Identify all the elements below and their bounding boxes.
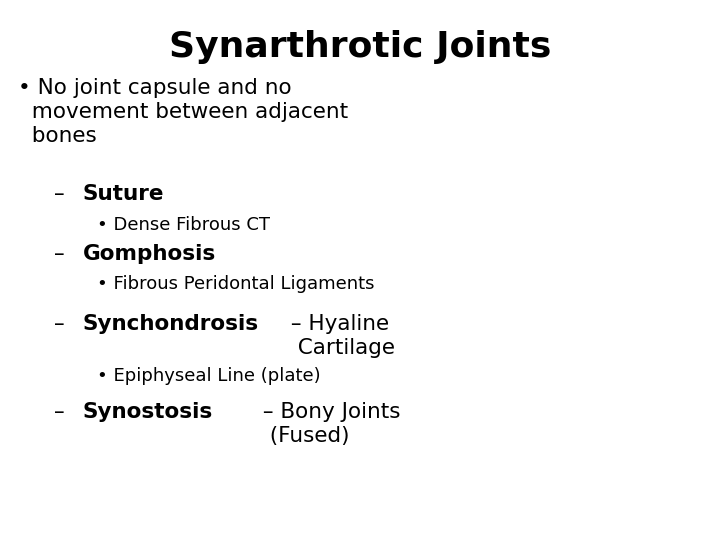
Text: Suture: Suture <box>83 184 164 204</box>
Text: • Dense Fibrous CT: • Dense Fibrous CT <box>97 216 270 234</box>
Text: –: – <box>54 244 71 264</box>
Text: –: – <box>54 184 71 204</box>
Text: Synostosis: Synostosis <box>83 402 213 422</box>
Text: Synchondrosis: Synchondrosis <box>83 314 259 334</box>
Text: –: – <box>54 402 71 422</box>
Text: – Hyaline
  Cartilage: – Hyaline Cartilage <box>284 314 395 358</box>
Text: – Bony Joints
  (Fused): – Bony Joints (Fused) <box>256 402 400 446</box>
Text: • Epiphyseal Line (plate): • Epiphyseal Line (plate) <box>97 367 321 385</box>
Text: Synarthrotic Joints: Synarthrotic Joints <box>168 30 552 64</box>
Text: • Fibrous Peridontal Ligaments: • Fibrous Peridontal Ligaments <box>97 275 374 293</box>
Text: –: – <box>54 314 71 334</box>
Text: • No joint capsule and no
  movement between adjacent
  bones: • No joint capsule and no movement betwe… <box>18 78 348 146</box>
Text: Gomphosis: Gomphosis <box>83 244 216 264</box>
